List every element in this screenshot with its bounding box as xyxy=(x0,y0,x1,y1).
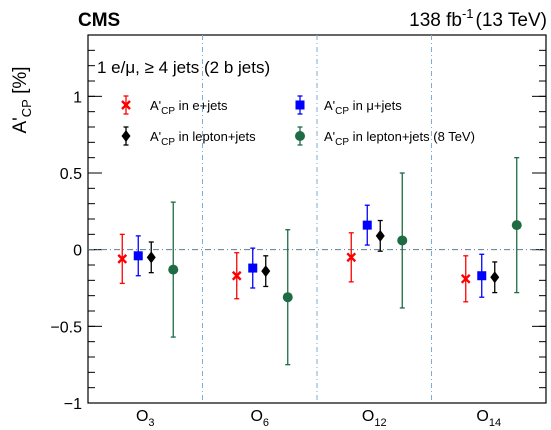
data-point-ej xyxy=(117,233,128,285)
diamond-marker xyxy=(146,251,156,264)
legend-label: A'CP in lepton+jets xyxy=(150,129,256,148)
legend-circle-marker xyxy=(295,131,305,141)
x-category-label-main: O xyxy=(136,408,148,425)
legend-label: A'CP in e+jets xyxy=(150,98,228,117)
square-marker xyxy=(133,251,143,261)
circle-marker xyxy=(511,220,522,231)
legend-entry-lj: A'CP in lepton+jets xyxy=(121,126,256,148)
category-separators xyxy=(202,35,432,403)
data-point-mj xyxy=(133,235,143,277)
x-axis: O3 O6 O12 O14 xyxy=(136,408,501,429)
luminosity-value: 138 fb xyxy=(409,10,462,31)
legend-label-main: A' xyxy=(324,129,335,144)
data-point-lj xyxy=(261,255,271,288)
x-marker xyxy=(460,273,471,284)
data-point-mj xyxy=(248,247,258,289)
y-axis: −1 −0.5 0 0.5 1 xyxy=(50,34,546,413)
legend-label-rest: in μ+jets xyxy=(349,98,402,113)
x-category-label-sub: 6 xyxy=(263,417,269,429)
legend-label-sub: CP xyxy=(335,137,349,148)
y-tick-label: 0.5 xyxy=(60,166,82,183)
x-category-label-main: O xyxy=(250,408,262,425)
x-marker xyxy=(346,252,357,263)
circle-marker xyxy=(282,292,293,303)
legend-label: A'CP in μ+jets xyxy=(324,98,402,117)
y-axis-label-main: A' xyxy=(10,117,31,133)
selection-label: 1 e/μ, ≥ 4 jets (2 b jets) xyxy=(97,58,270,77)
legend-entry-lj8: A'CP in lepton+jets (8 TeV) xyxy=(295,126,475,148)
y-tick-label: 1 xyxy=(73,89,82,106)
data-point-mj xyxy=(362,204,372,246)
x-category-label-sub: 12 xyxy=(374,417,386,429)
legend-x-marker xyxy=(121,100,131,110)
circle-marker xyxy=(168,264,179,275)
luminosity-exponent: -1 xyxy=(462,6,474,21)
legend-label-main: A' xyxy=(150,98,161,113)
data-point-ej xyxy=(346,232,357,283)
y-axis-label-unit: [%] xyxy=(10,66,31,99)
y-tick-label: −1 xyxy=(64,396,82,413)
data-points xyxy=(117,157,522,366)
data-point-lj8 xyxy=(511,157,522,294)
data-point-ej xyxy=(231,252,242,300)
legend-label: A'CP in lepton+jets (8 TeV) xyxy=(324,129,475,148)
legend-diamond-marker xyxy=(121,130,131,142)
x-category-label: O3 xyxy=(136,408,155,429)
legend-label-sub: CP xyxy=(161,137,175,148)
legend-label-rest: in lepton+jets (8 TeV) xyxy=(349,129,475,144)
diamond-marker xyxy=(375,229,385,242)
legend-label-sub: CP xyxy=(335,106,349,117)
data-point-lj xyxy=(375,219,385,252)
legend-label-rest: in e+jets xyxy=(175,98,228,113)
x-marker xyxy=(117,254,128,264)
x-category-label-main: O xyxy=(476,408,488,425)
legend-label-main: A' xyxy=(150,129,161,144)
legend-label-main: A' xyxy=(324,98,335,113)
data-point-lj8 xyxy=(168,201,179,338)
legend-label-sub: CP xyxy=(161,106,175,117)
cms-label: CMS xyxy=(78,10,120,31)
x-category-label: O6 xyxy=(250,408,269,429)
diamond-marker xyxy=(261,265,271,278)
y-tick-label: 0 xyxy=(73,243,82,260)
data-point-lj8 xyxy=(282,229,293,366)
legend-entry-mj: A'CP in μ+jets xyxy=(295,95,402,117)
luminosity-label: 138 fb-1 (13 TeV) xyxy=(409,6,547,31)
data-point-lj8 xyxy=(397,172,408,309)
square-marker xyxy=(248,263,258,273)
x-marker xyxy=(231,270,242,281)
circle-marker xyxy=(397,235,408,246)
y-axis-label: A'CP [%] xyxy=(10,66,34,133)
x-category-label-main: O xyxy=(362,408,374,425)
y-tick-label: −0.5 xyxy=(50,319,82,336)
legend-label-rest: in lepton+jets xyxy=(175,129,256,144)
legend-square-marker xyxy=(295,100,305,110)
legend-entry-ej: A'CP in e+jets xyxy=(121,95,228,117)
x-category-label-sub: 3 xyxy=(148,417,154,429)
diamond-marker xyxy=(490,271,500,284)
x-category-label-sub: 14 xyxy=(489,417,501,429)
x-category-label: O14 xyxy=(476,408,501,429)
data-point-mj xyxy=(477,253,487,298)
square-marker xyxy=(362,220,372,230)
luminosity-energy: (13 TeV) xyxy=(476,10,547,31)
square-marker xyxy=(477,271,487,281)
data-point-ej xyxy=(460,255,471,303)
data-point-lj xyxy=(490,261,500,294)
x-category-label: O12 xyxy=(362,408,387,429)
y-axis-label-sub: CP xyxy=(19,99,34,117)
data-point-lj xyxy=(146,241,156,274)
